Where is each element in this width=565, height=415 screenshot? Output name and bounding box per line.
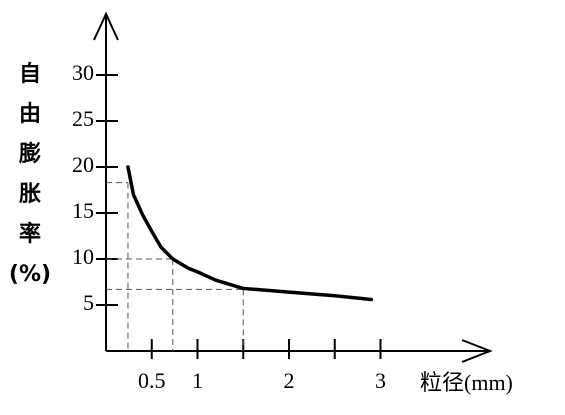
y-axis-label: 膨 <box>18 142 41 167</box>
x-arrow <box>461 339 493 363</box>
y-axis-label: 胀 <box>19 182 41 207</box>
y-axis-label: (%) <box>9 262 51 287</box>
x-tick-label: 0.5 <box>138 368 166 393</box>
y-tick-label: 20 <box>72 152 94 177</box>
y-tick-label: 15 <box>72 198 94 223</box>
y-tick-label: 10 <box>72 244 94 269</box>
y-axis-label: 由 <box>19 102 41 127</box>
y-tick-label: 30 <box>72 60 94 85</box>
curve <box>126 165 374 302</box>
x-tick-label: 2 <box>284 368 295 393</box>
x-axis-label: 粒径(mm) <box>420 370 513 395</box>
y-arrow <box>93 11 119 41</box>
y-tick-label: 5 <box>83 290 94 315</box>
y-tick-label: 25 <box>72 106 94 131</box>
y-axis-label: 率 <box>19 221 41 247</box>
x-tick-label: 3 <box>375 368 386 393</box>
x-tick-label: 1 <box>192 368 203 393</box>
y-axis-label: 自 <box>19 61 41 87</box>
